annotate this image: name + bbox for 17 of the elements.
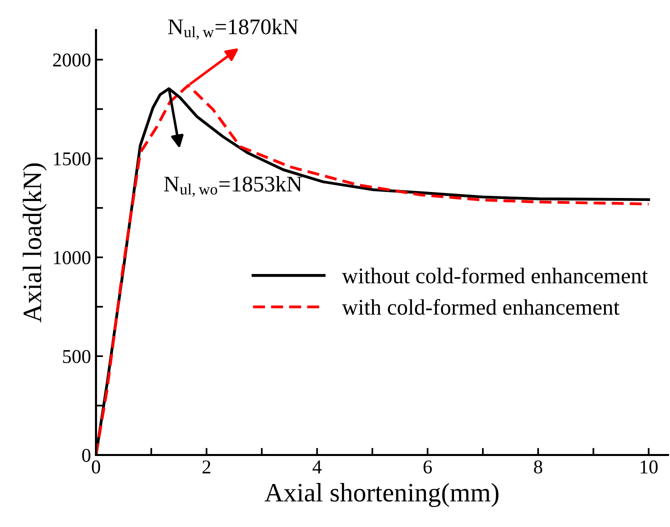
y-tick-label: 0 — [82, 448, 90, 462]
y-tick-label: 500 — [63, 350, 90, 364]
x-tick-label: 6 — [424, 460, 432, 474]
legend-label: with cold-formed enhancement — [342, 298, 620, 315]
annotation: N$_{ul,w}$=1870kN — [168, 18, 298, 40]
y-tick-label: 2000 — [53, 53, 90, 67]
x-tick-label: 8 — [534, 460, 542, 474]
y-tick-label: 1000 — [54, 251, 90, 264]
y-tick-label: 1500 — [54, 152, 90, 166]
y-axis-title: Axial load(kN) — [22, 163, 47, 322]
x-tick-label: 4 — [312, 460, 322, 474]
legend-label: without cold-formed enhancement — [342, 268, 648, 284]
x-tick-label: 2 — [202, 460, 210, 474]
annotation: N$_{ul,wo}$=1853kN — [164, 176, 302, 197]
x-tick-label: 0 — [92, 460, 100, 474]
x-tick-label: 10 — [640, 460, 658, 474]
x-axis-title: Axial shortening(mm) — [264, 483, 498, 508]
